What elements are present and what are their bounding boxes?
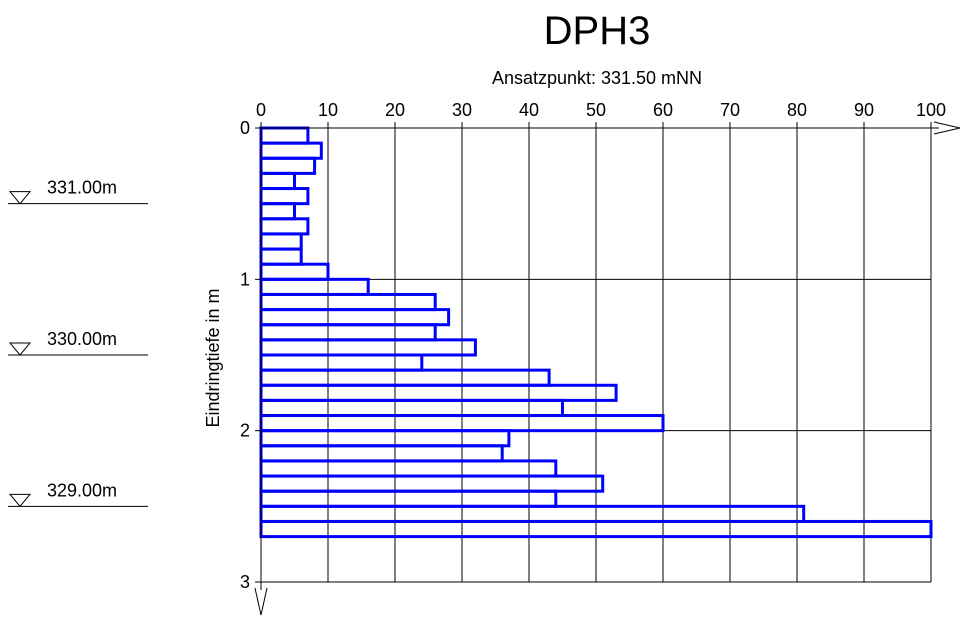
y-tick-label: 2 — [240, 421, 250, 441]
bar — [259, 444, 504, 463]
bar — [259, 126, 310, 145]
elevation-markers: 331.00m 330.00m 329.00m — [8, 178, 148, 508]
y-tick-label: 1 — [240, 269, 250, 289]
x-tick-label: 20 — [385, 100, 405, 120]
bar — [259, 474, 605, 493]
bar — [259, 429, 511, 448]
x-tick-label: 60 — [653, 100, 673, 120]
bar — [259, 353, 424, 372]
y-tick-label: 3 — [240, 572, 250, 592]
elevation-marker: 331.00m — [8, 178, 148, 205]
bar — [259, 217, 310, 236]
bar — [259, 338, 477, 357]
y-axis-arrow — [254, 587, 268, 616]
bar — [259, 368, 551, 387]
x-tick-label: 70 — [720, 100, 740, 120]
x-tick-label: 40 — [519, 100, 539, 120]
bar — [259, 141, 323, 160]
x-tick-label: 80 — [787, 100, 807, 120]
x-tick-label: 50 — [586, 100, 606, 120]
elevation-label: 331.00m — [47, 178, 117, 198]
bar — [259, 247, 303, 266]
x-tick-label: 100 — [916, 100, 946, 120]
bar — [259, 489, 558, 508]
bar — [259, 232, 303, 251]
bar — [259, 292, 437, 312]
chart-title: DPH3 — [544, 9, 651, 53]
bar — [259, 308, 451, 327]
y-tick-label: 0 — [240, 118, 250, 138]
chart-subtitle: Ansatzpunkt: 331.50 mNN — [492, 68, 702, 88]
y-tick-labels: 0 1 2 3 — [240, 118, 261, 592]
elevation-label: 330.00m — [47, 329, 117, 349]
bar — [259, 504, 806, 523]
elevation-triangle-icon — [8, 493, 32, 508]
elevation-label: 329.00m — [47, 480, 117, 500]
bar — [259, 459, 558, 478]
bar — [259, 262, 330, 281]
elevation-marker: 329.00m — [8, 480, 148, 508]
bar — [259, 277, 370, 296]
bar — [259, 187, 310, 206]
elevation-triangle-icon — [8, 191, 32, 205]
x-tick-label: 90 — [854, 100, 874, 120]
x-tick-label: 30 — [452, 100, 472, 120]
x-tick-label: 0 — [256, 100, 266, 120]
x-axis-arrow — [933, 121, 961, 135]
bar — [259, 156, 317, 175]
elevation-triangle-icon — [8, 342, 32, 356]
y-axis-label: Eindringtiefe in m — [203, 288, 223, 427]
x-tick-labels: 0 10 20 30 40 50 60 70 80 90 100 — [256, 100, 946, 128]
bar — [259, 202, 296, 221]
x-tick-label: 10 — [318, 100, 338, 120]
axes — [254, 121, 961, 616]
bar — [259, 323, 437, 342]
elevation-marker: 330.00m — [8, 329, 148, 356]
bar — [259, 383, 618, 402]
bar — [259, 398, 564, 418]
bar — [259, 171, 296, 191]
